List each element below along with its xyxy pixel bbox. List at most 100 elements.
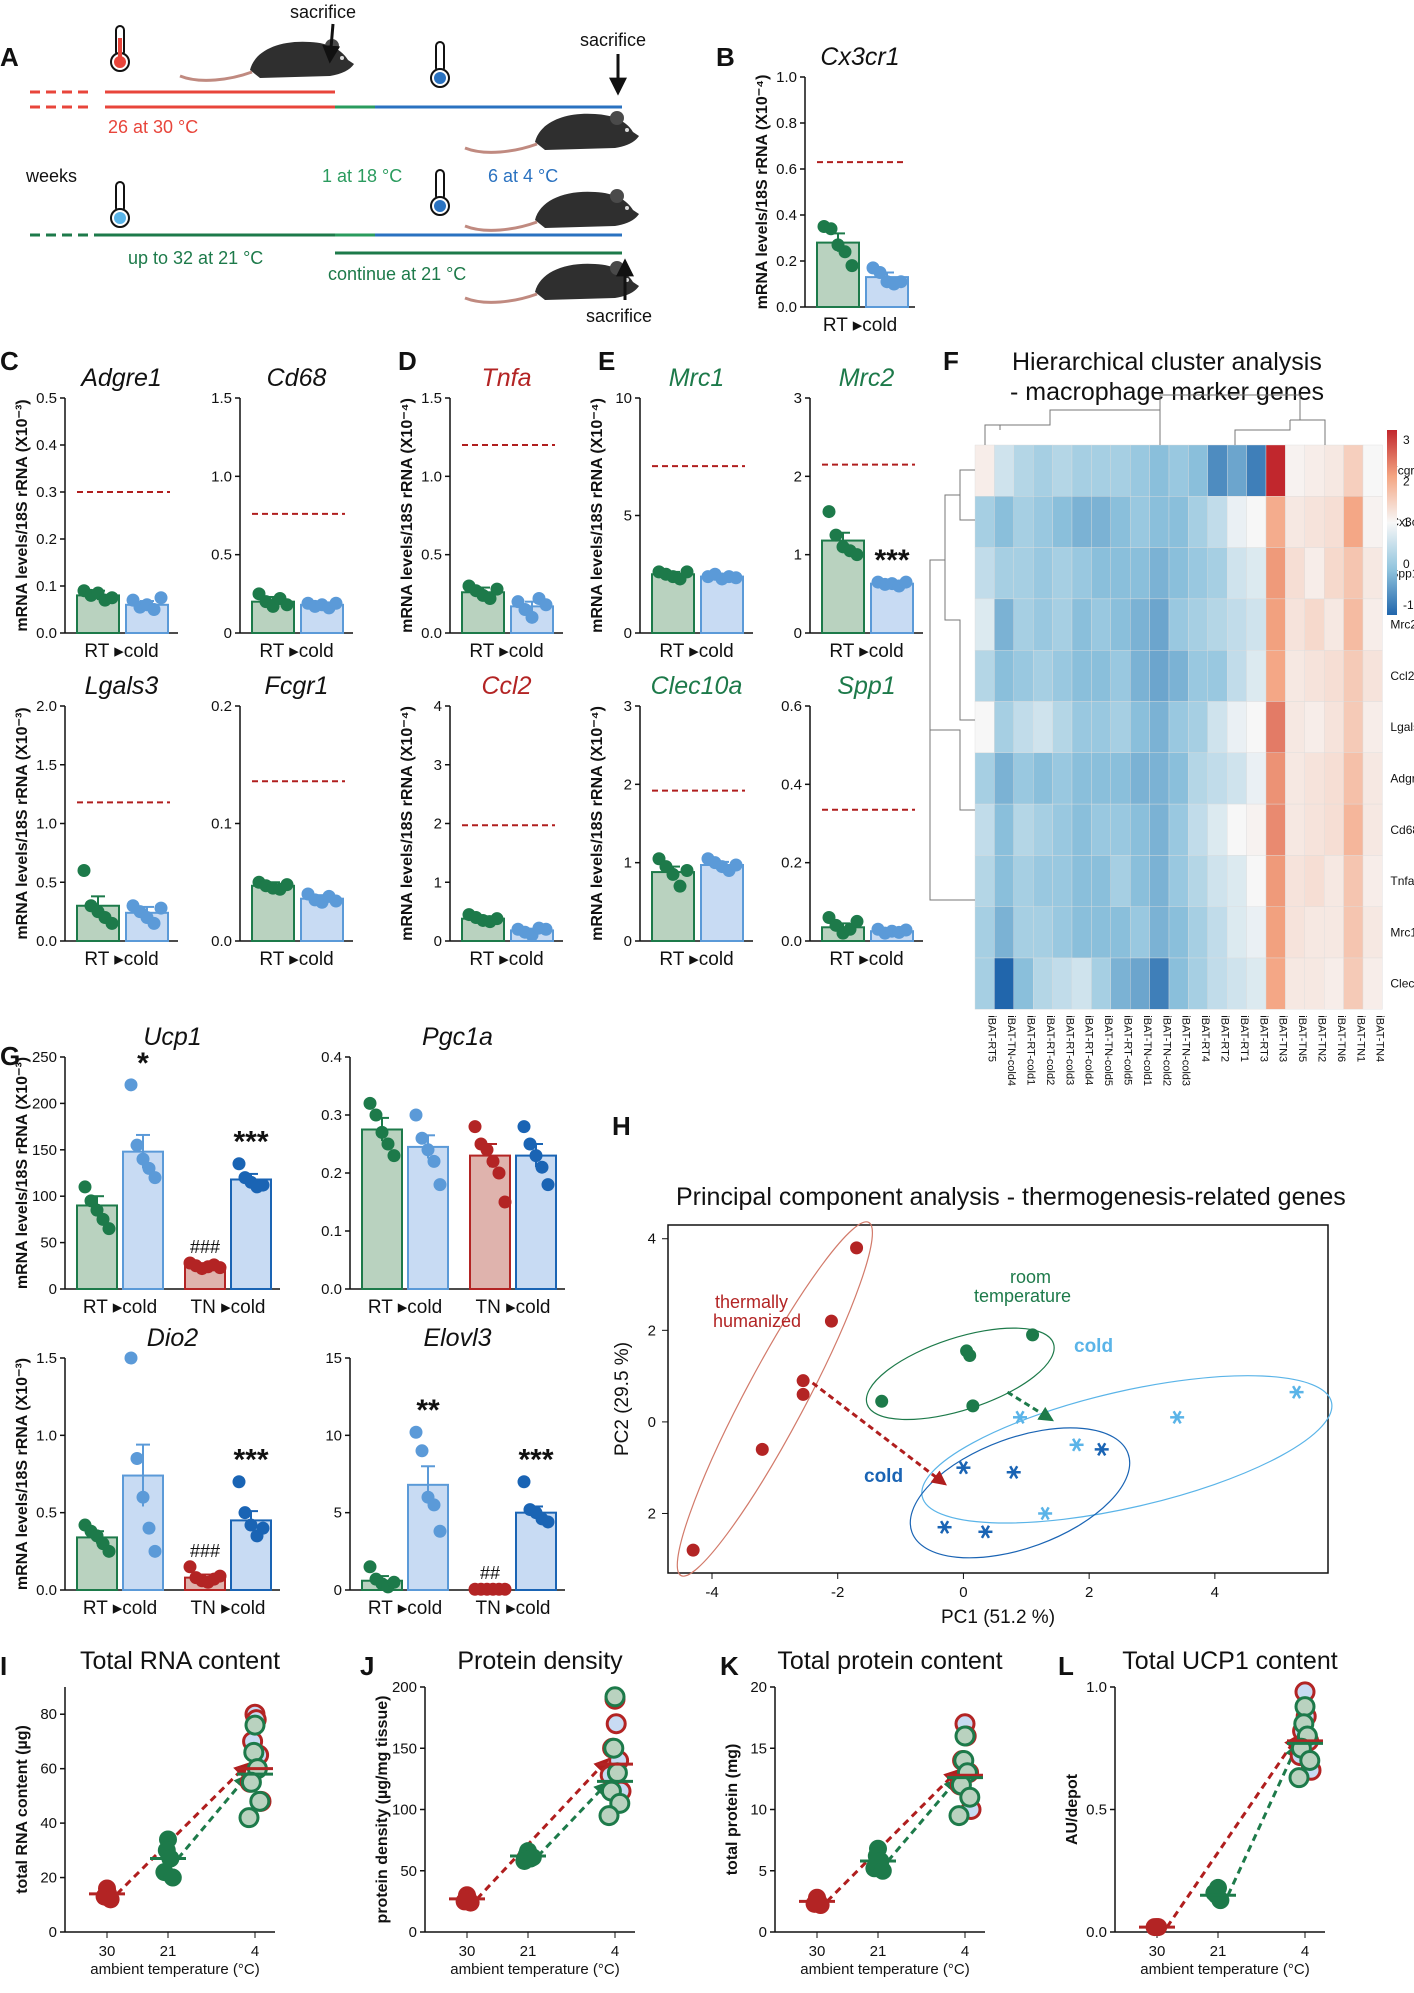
data-point xyxy=(96,1212,110,1226)
heatmap-cell xyxy=(1343,855,1364,907)
heatmap-cell xyxy=(1362,547,1383,600)
heatmap-cell xyxy=(1013,547,1034,600)
data-point xyxy=(363,1096,377,1110)
y-tick-label: 1 xyxy=(624,855,632,872)
data-point xyxy=(666,867,680,881)
heatmap-cell xyxy=(1168,701,1189,753)
heatmap-cell xyxy=(1052,957,1073,1010)
data-point xyxy=(147,603,161,616)
heatmap-cell xyxy=(974,444,995,497)
sacrifice-arrow-top xyxy=(322,23,341,64)
y-tick-label: 0.5 xyxy=(36,874,57,891)
y-tick-label: 0 xyxy=(334,1582,342,1599)
y-tick-label: 10 xyxy=(325,1427,342,1444)
data-point xyxy=(850,548,864,562)
heatmap-row-label: Cd68 xyxy=(1390,823,1414,837)
y-tick-label: 150 xyxy=(392,1740,417,1757)
x-group-label: RT ▸cold xyxy=(84,949,158,970)
heatmap-cell xyxy=(1304,752,1325,805)
y-tick-label: 1 xyxy=(794,547,802,564)
x-axis-label: ambient temperature (°C) xyxy=(90,1961,259,1978)
heatmap-col-label: iBAT-TN-cold2 xyxy=(1160,1015,1172,1086)
chart-C2: Cd68 0 0.5 1.0 1.5 RT ▸cold xyxy=(211,364,353,662)
x-group-label: TN ▸cold xyxy=(191,1598,266,1619)
heatmap-cell xyxy=(1285,598,1306,651)
trend-arrow-tn xyxy=(825,1769,960,1903)
heatmap-cell xyxy=(1032,444,1053,497)
heatmap-cell xyxy=(1149,650,1170,702)
trend-arrow-rt xyxy=(886,1777,959,1862)
heatmap-cell xyxy=(1323,957,1344,1010)
heatmap-cell xyxy=(1343,650,1364,702)
heatmap-cell xyxy=(1246,957,1267,1010)
data-point xyxy=(369,1108,383,1122)
heatmap-col-label: iBAT-RT-cold2 xyxy=(1044,1015,1056,1085)
y-tick-label: 15 xyxy=(750,1740,767,1757)
heatmap-cell xyxy=(1362,496,1383,548)
bar xyxy=(700,864,744,942)
data-point xyxy=(280,598,294,612)
heatmap-cell xyxy=(1207,752,1228,805)
chart-E4: Spp1 0.0 0.2 0.4 0.6 RT ▸cold xyxy=(781,672,923,970)
heatmap-cell xyxy=(1362,803,1383,856)
y-tick-label: 0.2 xyxy=(321,1165,342,1182)
heatmap-cell xyxy=(1110,650,1131,702)
heatmap-cell xyxy=(1032,957,1053,1010)
chart-L: Total UCP1 content 0.0 0.5 1.0 30 21 4ambient … xyxy=(1064,1647,1338,1978)
y-tick-label: 2.0 xyxy=(36,698,57,715)
data-point xyxy=(490,912,504,926)
heatmap-cell xyxy=(1032,906,1053,959)
heatmap-cell xyxy=(1013,444,1034,497)
data-point xyxy=(102,1544,116,1558)
heatmap-cell xyxy=(1226,598,1247,651)
y-tick-label: 0.5 xyxy=(421,547,442,564)
chart-title: Pgc1a xyxy=(422,1023,493,1051)
heatmap-cell xyxy=(1226,650,1247,702)
bar xyxy=(125,603,169,634)
heatmap-cell xyxy=(1323,855,1344,907)
data-point xyxy=(468,1120,482,1134)
chart-title: Clec10a xyxy=(651,672,743,700)
heatmap-cell xyxy=(1091,803,1112,856)
data-point xyxy=(409,1425,423,1439)
data-point-rt xyxy=(238,1807,260,1829)
panel-letter-f: F xyxy=(943,346,959,376)
data-point xyxy=(256,1178,270,1192)
y-tick-label: 0 xyxy=(409,1924,417,1941)
heatmap-cell xyxy=(1207,496,1228,548)
pca-point xyxy=(796,1374,810,1388)
data-point xyxy=(329,596,343,610)
heatmap-cell xyxy=(1032,752,1053,805)
x-group-label: RT ▸cold xyxy=(83,1598,157,1619)
heatmap-cell xyxy=(1052,906,1073,959)
heatmap-cell xyxy=(1149,957,1170,1010)
chart-title: Fcgr1 xyxy=(265,672,329,700)
tn-duration-label: 26 at 30 °C xyxy=(108,117,198,137)
heatmap-cell xyxy=(1323,496,1344,548)
star-stroke xyxy=(1015,1410,1025,1425)
y-tick-label: 1.5 xyxy=(211,390,232,407)
heatmap-cell xyxy=(1246,855,1267,907)
panel-letter-b: B xyxy=(716,42,735,72)
data-point xyxy=(142,1521,156,1535)
data-point xyxy=(729,858,743,872)
y-tick-label: 3 xyxy=(434,757,442,774)
data-point xyxy=(213,1569,227,1583)
x-tick-label: 30 xyxy=(99,1943,116,1960)
data-point xyxy=(899,575,913,589)
bar xyxy=(651,573,695,634)
data-point-rt xyxy=(240,1771,262,1793)
data-point xyxy=(78,1180,92,1194)
heatmap-cell xyxy=(1052,444,1073,497)
heatmap-cell xyxy=(994,701,1015,753)
significance-label: * xyxy=(137,1047,149,1080)
heatmap-row-label: Mrc1 xyxy=(1390,925,1414,939)
y-tick-label: 0.8 xyxy=(776,115,797,132)
pca-star-point xyxy=(1038,1506,1053,1521)
heatmap-cell xyxy=(1129,598,1150,651)
data-point xyxy=(375,1125,389,1139)
heatmap-cell xyxy=(1110,906,1131,959)
x-tick-label: 4 xyxy=(961,1943,969,1960)
pca-point xyxy=(755,1442,769,1456)
chart-title: Total UCP1 content xyxy=(1122,1647,1337,1675)
